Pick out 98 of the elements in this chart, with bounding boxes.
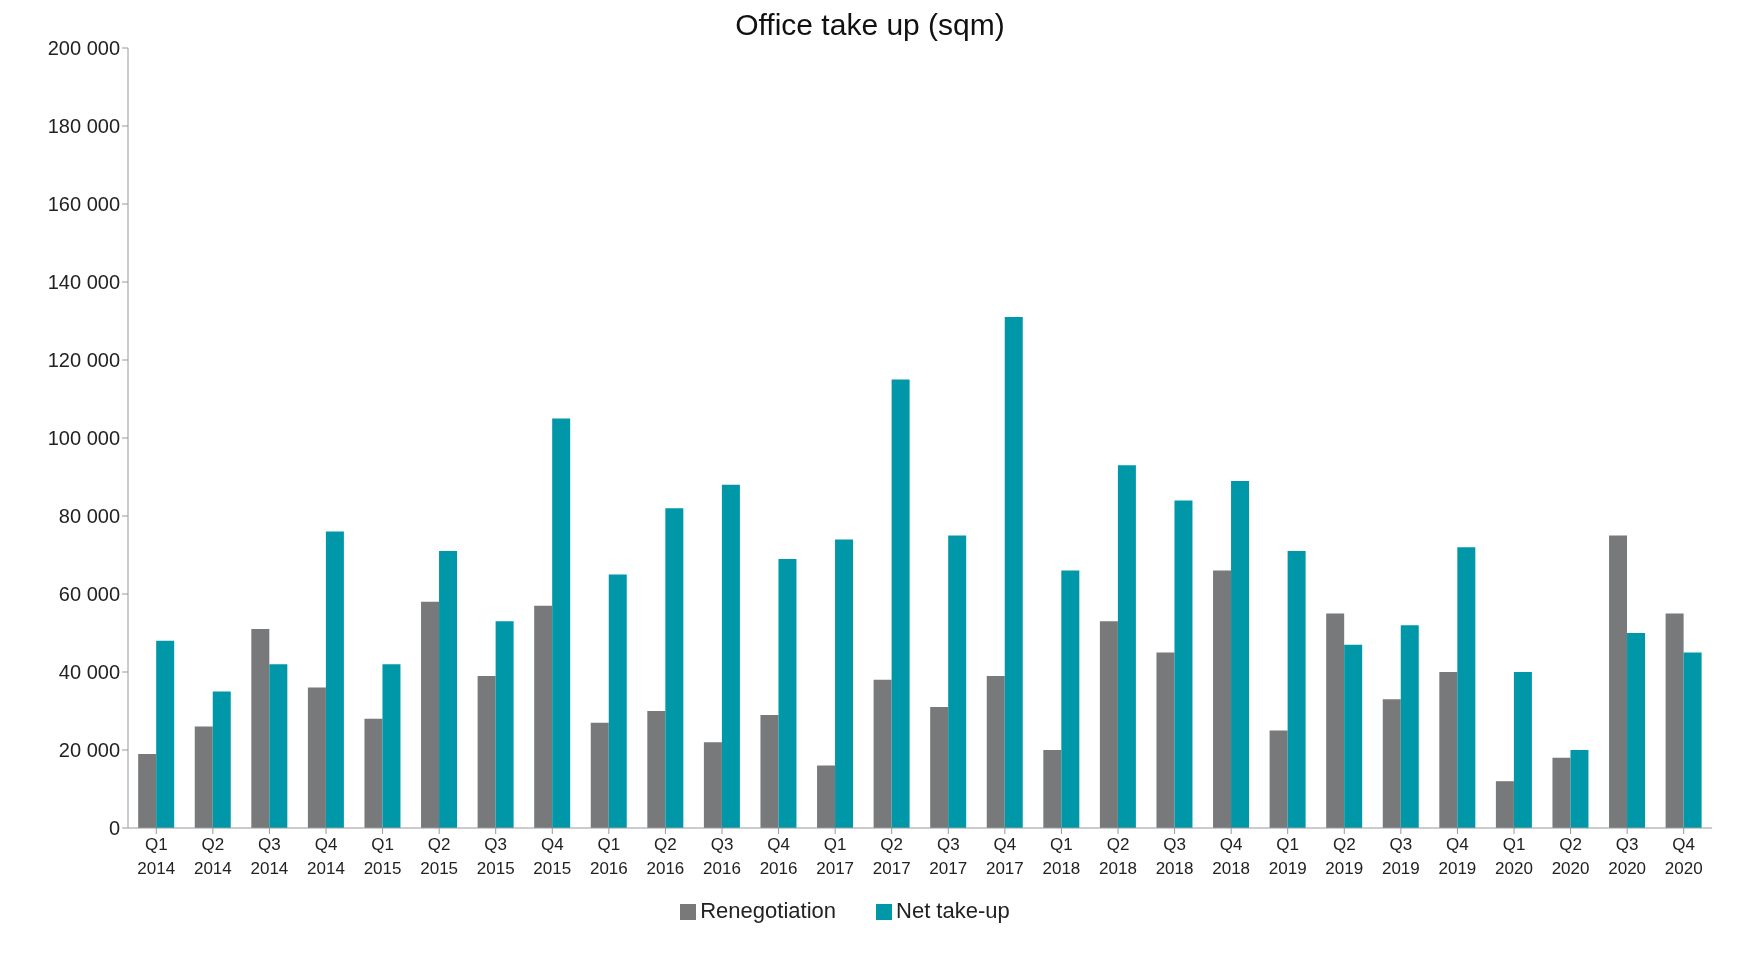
x-tick-label: Q1 2014 <box>137 835 176 878</box>
y-tick-label: 80 000 <box>58 505 120 528</box>
bar <box>1156 652 1175 828</box>
bar <box>817 765 836 828</box>
x-tick-label: Q3 2014 <box>250 835 289 878</box>
bar <box>1552 757 1571 828</box>
bar <box>986 675 1005 828</box>
bar <box>778 558 797 828</box>
bar <box>194 726 213 828</box>
bar <box>1099 621 1118 828</box>
bar <box>1609 535 1628 828</box>
x-tick-label: Q1 2015 <box>363 835 402 878</box>
bar <box>364 718 383 828</box>
bar <box>891 379 910 828</box>
x-tick-label: Q1 2017 <box>816 835 855 878</box>
bar <box>1117 465 1136 828</box>
bar <box>325 531 344 828</box>
y-tick-label: 200 000 <box>47 37 120 60</box>
y-tick-label: 120 000 <box>47 349 120 372</box>
x-tick-label: Q4 2020 <box>1664 835 1703 878</box>
bar <box>534 605 553 828</box>
bar <box>1213 570 1232 828</box>
bar <box>1457 547 1476 828</box>
x-tick-label: Q3 2018 <box>1155 835 1194 878</box>
x-tick-label: Q3 2020 <box>1608 835 1647 878</box>
bar <box>721 484 740 828</box>
bar <box>608 574 627 828</box>
bar <box>251 629 270 828</box>
x-tick-label: Q1 2016 <box>589 835 628 878</box>
x-tick-label: Q3 2016 <box>703 835 741 878</box>
x-tick-label: Q2 2015 <box>420 835 459 878</box>
bar <box>703 742 722 828</box>
x-tick-label: Q1 2020 <box>1495 835 1533 878</box>
x-tick-label: Q4 2015 <box>533 835 572 878</box>
x-tick-label: Q4 2016 <box>759 835 798 878</box>
bar <box>1570 750 1589 828</box>
x-tick-label: Q3 2019 <box>1381 835 1420 878</box>
bar <box>590 722 609 828</box>
x-tick-label: Q2 2020 <box>1551 835 1590 878</box>
x-tick-label: Q4 2018 <box>1212 835 1251 878</box>
bar <box>382 664 401 828</box>
x-tick-label: Q1 2018 <box>1042 835 1081 878</box>
bar <box>1043 750 1062 828</box>
bar <box>930 707 949 828</box>
bar <box>477 675 496 828</box>
x-tick-label: Q1 2019 <box>1268 835 1307 878</box>
bar <box>873 679 892 828</box>
bar <box>1495 781 1514 828</box>
bar <box>1400 625 1419 828</box>
bar <box>1174 500 1193 828</box>
x-tick-label: Q2 2016 <box>646 835 685 878</box>
bar <box>421 601 440 828</box>
bar <box>212 691 231 828</box>
y-tick-label: 20 000 <box>58 739 120 762</box>
legend-label: Renegotiation <box>700 898 837 923</box>
bar <box>1683 652 1702 828</box>
bar <box>439 551 458 828</box>
x-tick-label: Q2 2018 <box>1099 835 1137 878</box>
bar <box>1627 633 1646 828</box>
bar <box>552 418 571 828</box>
y-tick-label: 140 000 <box>47 271 120 294</box>
x-tick-label: Q4 2017 <box>985 835 1024 878</box>
bar <box>138 753 157 828</box>
bar <box>307 687 326 828</box>
y-tick-label: 0 <box>108 817 120 840</box>
y-tick-label: 160 000 <box>47 193 120 216</box>
bar <box>760 714 779 828</box>
y-tick-label: 60 000 <box>58 583 120 606</box>
bar <box>1061 570 1080 828</box>
x-tick-label: Q2 2019 <box>1325 835 1364 878</box>
bar <box>835 539 854 828</box>
x-tick-label: Q2 2014 <box>193 835 232 878</box>
bar <box>948 535 967 828</box>
x-tick-label: Q3 2017 <box>929 835 968 878</box>
bar <box>1231 480 1250 828</box>
x-tick-label: Q4 2014 <box>307 835 345 878</box>
bar <box>665 508 684 828</box>
bar <box>647 711 666 828</box>
x-tick-label: Q2 2017 <box>872 835 911 878</box>
bar <box>1344 644 1363 828</box>
bar <box>1513 672 1532 828</box>
legend-label: Net take-up <box>896 898 1010 923</box>
bar <box>1665 613 1684 828</box>
x-tick-label: Q3 2015 <box>476 835 515 878</box>
bar <box>156 640 175 828</box>
x-tick-label: Q4 2019 <box>1438 835 1477 878</box>
bar <box>1269 730 1288 828</box>
y-tick-label: 100 000 <box>47 427 120 450</box>
y-tick-label: 40 000 <box>58 661 120 684</box>
bar <box>269 664 288 828</box>
bar <box>495 621 514 828</box>
bar <box>1004 317 1023 828</box>
bar <box>1382 699 1401 828</box>
bar <box>1287 551 1306 828</box>
y-tick-label: 180 000 <box>47 115 120 138</box>
bar <box>1439 672 1458 828</box>
bar <box>1326 613 1345 828</box>
chart-title: Office take up (sqm) <box>734 8 1006 41</box>
